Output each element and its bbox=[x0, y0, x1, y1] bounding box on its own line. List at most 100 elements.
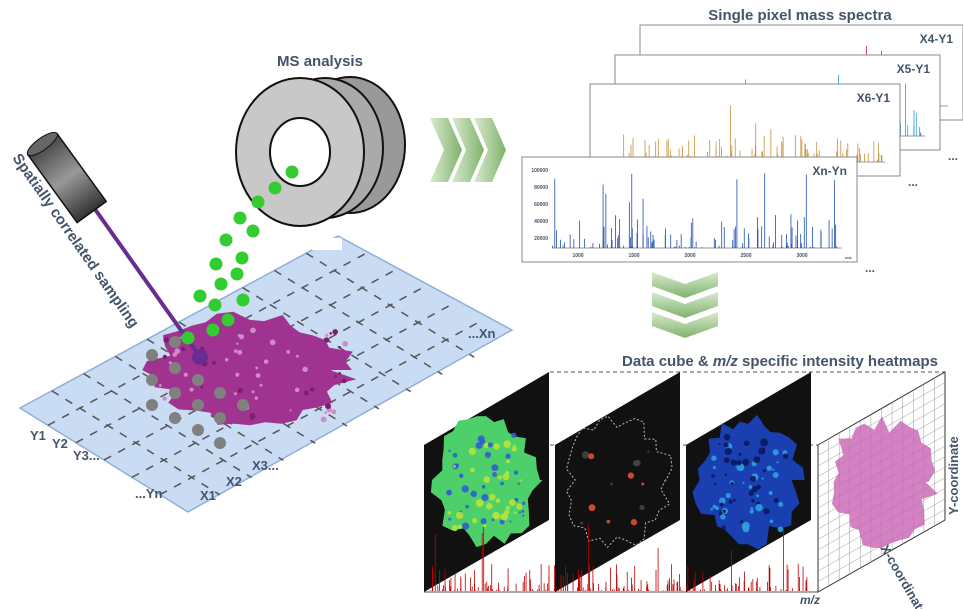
heatmap-spot bbox=[711, 456, 716, 461]
ion bbox=[234, 212, 247, 225]
y-label: Y2 bbox=[52, 436, 68, 451]
body: X1X2X3......XnY1Y2Y3......YnX4-Y1...X5-Y… bbox=[0, 0, 963, 609]
heatmap-spot bbox=[725, 474, 728, 477]
heatmap-spot bbox=[492, 472, 497, 477]
sample-point bbox=[169, 362, 181, 374]
heatmap-spot bbox=[724, 434, 730, 440]
heatmap-spot bbox=[498, 476, 502, 480]
heatmap-spot bbox=[519, 511, 521, 513]
heatmap-panel bbox=[424, 372, 549, 592]
tissue-speck bbox=[325, 334, 328, 337]
arrow-right bbox=[430, 118, 506, 182]
x-coordinate: X-coordinate bbox=[877, 542, 930, 609]
tissue-speck bbox=[302, 367, 307, 372]
heatmap-spot bbox=[455, 464, 459, 468]
heatmap-spot bbox=[503, 440, 511, 448]
tissue-speck bbox=[201, 386, 204, 389]
x-tick: 1500 bbox=[628, 253, 639, 259]
heatmap-spot bbox=[485, 452, 491, 458]
ion bbox=[209, 299, 222, 312]
y-label: Y3... bbox=[73, 448, 100, 463]
heatmap-spot bbox=[761, 477, 763, 479]
tissue-speck bbox=[190, 388, 194, 392]
tissue-speck bbox=[212, 361, 216, 365]
sample-point bbox=[146, 399, 158, 411]
heatmap-spot bbox=[500, 482, 504, 486]
heatmap-spot bbox=[740, 520, 743, 523]
heatmap-spot bbox=[739, 453, 742, 456]
cube-title-mz: m/z bbox=[713, 353, 739, 370]
sample-point bbox=[169, 387, 181, 399]
heatmap-spot bbox=[641, 483, 644, 486]
ellipsis: ... bbox=[908, 175, 918, 189]
tissue-speck bbox=[338, 372, 341, 375]
sample-point bbox=[214, 437, 226, 449]
heatmap-spot bbox=[456, 512, 463, 519]
tissue-speck bbox=[235, 373, 239, 377]
heatmap-spot bbox=[763, 469, 766, 472]
sample-point bbox=[192, 424, 204, 436]
tissue-speck bbox=[236, 343, 238, 345]
heatmap-spot bbox=[647, 450, 649, 452]
tissue-speck bbox=[334, 375, 337, 378]
tissue-speck bbox=[238, 388, 243, 393]
tissue-speck bbox=[338, 346, 341, 349]
tissue-speck bbox=[260, 384, 263, 387]
heatmap-spot bbox=[725, 448, 732, 455]
ion bbox=[210, 258, 223, 271]
heatmap-spot bbox=[506, 459, 510, 463]
heatmap-spot bbox=[511, 433, 516, 438]
heatmap-spot bbox=[483, 524, 486, 527]
tissue-speck bbox=[342, 379, 347, 384]
heatmap-spot bbox=[469, 448, 476, 455]
tissue-speck bbox=[252, 390, 255, 393]
heatmap-spot bbox=[755, 504, 763, 512]
heatmap-spot bbox=[448, 450, 450, 452]
tissue-speck bbox=[180, 337, 182, 339]
tissue-speck bbox=[304, 391, 309, 396]
heatmap-spot bbox=[769, 491, 773, 495]
panel-bg bbox=[555, 372, 680, 592]
tissue-speck bbox=[159, 384, 162, 387]
heatmap-spot bbox=[607, 520, 611, 524]
sample-point bbox=[146, 374, 158, 386]
tissue-speck bbox=[325, 403, 331, 409]
heatmap-spot bbox=[763, 508, 769, 514]
card-bg bbox=[522, 157, 857, 262]
ion bbox=[269, 182, 282, 195]
tissue-speck bbox=[255, 367, 258, 370]
heatmap-panel bbox=[686, 372, 811, 592]
heatmap-spot bbox=[731, 459, 737, 465]
ion bbox=[247, 225, 260, 238]
heatmap-spot bbox=[522, 501, 526, 505]
x-label: X3... bbox=[252, 458, 279, 473]
plane-notch bbox=[312, 238, 342, 250]
sample-point bbox=[146, 349, 158, 361]
heatmap-spot bbox=[505, 471, 509, 475]
ion bbox=[215, 278, 228, 291]
sample-point bbox=[192, 399, 204, 411]
tissue-speck bbox=[332, 410, 337, 415]
heatmap-spot bbox=[756, 494, 759, 497]
heatmap-spot bbox=[744, 440, 749, 445]
card-label: Xn-Yn bbox=[812, 164, 847, 178]
ion bbox=[182, 332, 195, 345]
ion bbox=[252, 196, 265, 209]
heatmap-spot bbox=[493, 443, 499, 449]
tissue-speck bbox=[163, 355, 167, 359]
heatmap-spot bbox=[509, 499, 516, 506]
tissue-speck bbox=[250, 413, 256, 419]
tissue-speck bbox=[270, 340, 276, 346]
arrow-down bbox=[652, 272, 718, 338]
heatmap-spot bbox=[773, 472, 779, 478]
ion bbox=[286, 166, 299, 179]
tissue-speck bbox=[175, 348, 181, 354]
heatmap-spot bbox=[470, 468, 475, 473]
laser-spot bbox=[192, 349, 208, 365]
heatmap-spot bbox=[472, 518, 477, 523]
tissue-speck bbox=[255, 396, 258, 399]
x-label: ...Xn bbox=[468, 326, 496, 341]
heatmap-spot bbox=[750, 507, 753, 510]
heatmap-spot bbox=[778, 526, 784, 532]
heatmap-spot bbox=[724, 457, 730, 463]
